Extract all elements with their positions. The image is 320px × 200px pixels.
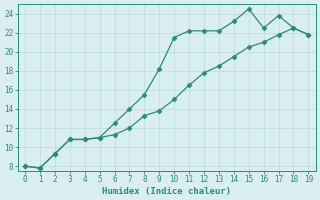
X-axis label: Humidex (Indice chaleur): Humidex (Indice chaleur) — [102, 187, 231, 196]
